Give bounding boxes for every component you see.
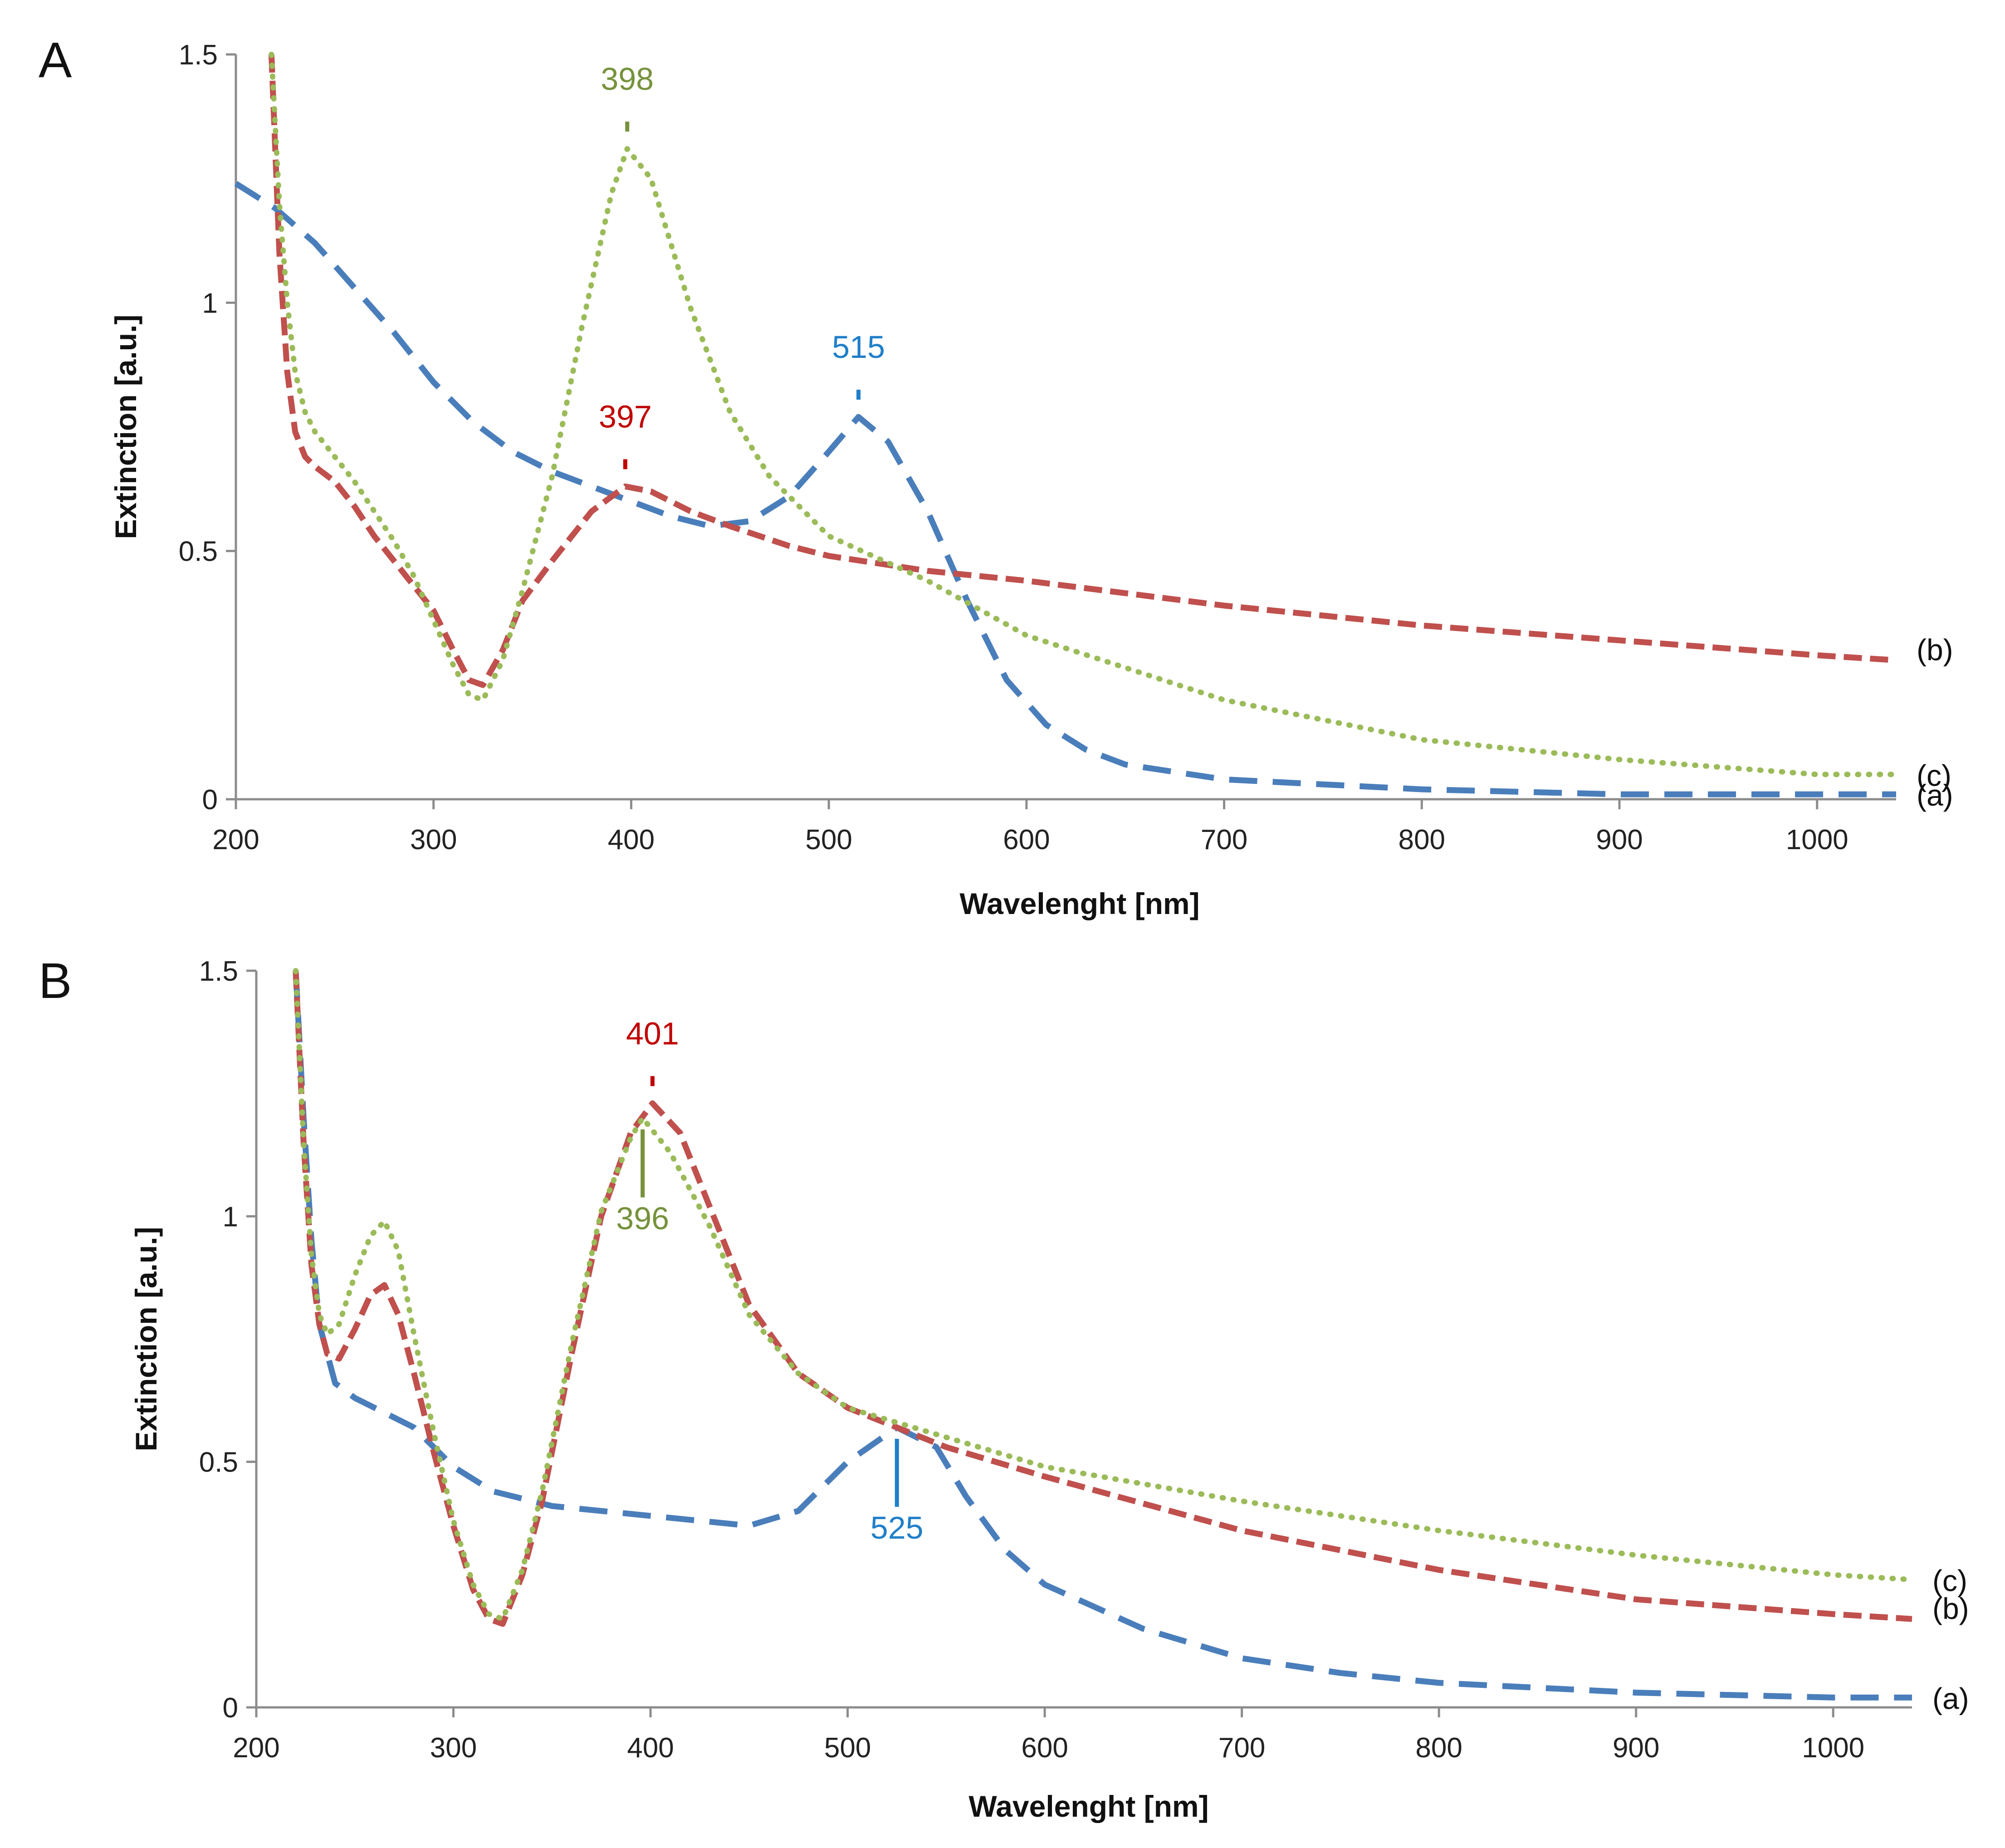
- panel-b-y-axis-title: Extinction [a.u.]: [129, 1227, 163, 1452]
- panel-a-series-line-c: [269, 52, 1899, 777]
- panel-a-y-ticks: 0 0.5 1 1.5: [179, 39, 236, 816]
- panel-b-series-line-a: [293, 970, 1912, 1701]
- panel-a-x-tick-label: 900: [1596, 824, 1643, 856]
- panel-b-x-tick-label: 300: [430, 1732, 477, 1764]
- panel-a-series-tag: (c): [1917, 758, 1951, 792]
- peak-label-396: 396: [616, 1201, 669, 1236]
- panel-a-y-tick-label: 1: [202, 288, 218, 319]
- panel-b-x-tick-label: 900: [1613, 1732, 1659, 1764]
- panel-a-series-tag: (a): [1917, 778, 1953, 812]
- panel-a-y-tick-label: 1.5: [179, 39, 218, 71]
- panel-a-x-ticks: 200 300 400 500 600 700 800 900 1000: [212, 799, 1849, 856]
- panel-b-series: [293, 968, 1915, 1701]
- panel-a-x-tick-label: 1000: [1786, 824, 1849, 856]
- panel-a-y-tick-label: 0.5: [179, 536, 218, 567]
- panel-a-series-tag: (b): [1917, 633, 1953, 666]
- peak-label-401: 401: [626, 1016, 679, 1051]
- panel-b-x-ticks: 200 300 400 500 600 700 800 900 1000: [233, 1707, 1864, 1764]
- panel-b-series-tag: (b): [1932, 1592, 1969, 1625]
- panel-a-y-tick-label: 0: [202, 784, 218, 816]
- panel-a-x-tick-label: 400: [608, 824, 655, 856]
- panel-b-series-line-c: [293, 968, 1915, 1622]
- panel-b: B 00.511.5 200 300 400 500 600 700 800 900 1000 …: [39, 953, 1969, 1823]
- peak-label-397: 397: [599, 399, 652, 434]
- peak-label-515: 515: [832, 329, 885, 365]
- panel-b-letter: B: [39, 953, 72, 1009]
- panel-a: A 00.511.5 200 300 400 500 600 700 800 900 1000 …: [39, 32, 1953, 920]
- panel-b-x-axis-title: Wavelenght [nm]: [968, 1789, 1208, 1823]
- panel-b-y-tick-label: 1: [223, 1201, 238, 1232]
- panel-b-y-tick-label: 1.5: [199, 956, 238, 987]
- panel-b-x-tick-label: 200: [233, 1732, 279, 1764]
- panel-a-x-tick-label: 800: [1399, 824, 1445, 856]
- panel-a-series-tags: (a) (b) (c): [1917, 633, 1953, 812]
- panel-a-annotations: 398 515 397: [599, 61, 885, 469]
- panel-a-y-axis-title: Extinction [a.u.]: [109, 315, 142, 539]
- panel-a-series-line-b: [268, 54, 1897, 688]
- panel-b-y-tick-label: 0: [223, 1692, 238, 1724]
- panel-a-series-line-a: [234, 181, 1896, 797]
- panel-a-series: [234, 52, 1899, 797]
- panel-b-x-tick-label: 800: [1415, 1732, 1462, 1764]
- panel-b-x-tick-label: 1000: [1802, 1732, 1864, 1764]
- panel-b-y-tick-label: 0.5: [199, 1447, 238, 1478]
- peak-label-398: 398: [601, 61, 654, 97]
- panel-b-series-tags: (a) (b)(c): [1932, 1564, 1969, 1716]
- panel-b-series-line-b: [293, 970, 1912, 1627]
- panel-a-x-tick-label: 600: [1003, 824, 1050, 856]
- panel-a-x-tick-label: 700: [1201, 824, 1247, 856]
- panel-b-y-ticks: 0 0.5 1 1.5: [199, 956, 256, 1724]
- panel-a-x-tick-label: 300: [410, 824, 457, 856]
- panel-b-x-tick-label: 600: [1021, 1732, 1068, 1764]
- panel-a-x-tick-label: 500: [805, 824, 852, 856]
- panel-b-x-tick-label: 400: [627, 1732, 674, 1764]
- panel-a-letter: A: [39, 32, 72, 88]
- panel-b-x-tick-label: 500: [824, 1732, 871, 1764]
- panel-a-x-axis-title: Wavelenght [nm]: [959, 887, 1199, 920]
- panel-b-series-tag: (a): [1932, 1682, 1969, 1715]
- panel-b-annotations: 401 396 525: [616, 1016, 923, 1545]
- panel-a-x-tick-label: 200: [212, 824, 259, 856]
- panel-b-series-tag: (c): [1932, 1564, 1967, 1598]
- peak-label-525: 525: [870, 1510, 924, 1545]
- panel-b-x-tick-label: 700: [1218, 1732, 1265, 1764]
